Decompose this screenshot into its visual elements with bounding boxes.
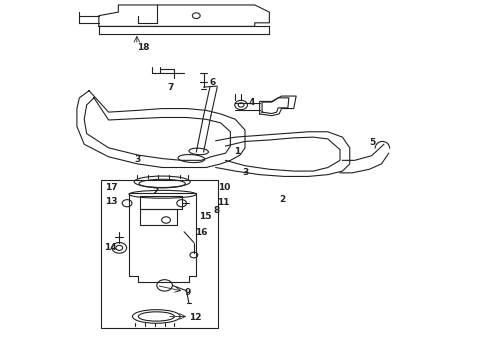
Text: 3: 3	[134, 155, 140, 164]
Text: 10: 10	[218, 183, 231, 192]
Text: 11: 11	[217, 198, 229, 207]
Text: 8: 8	[213, 206, 220, 215]
Circle shape	[238, 103, 244, 107]
Text: 17: 17	[105, 183, 117, 192]
Text: 15: 15	[199, 212, 211, 221]
Text: 4: 4	[249, 98, 255, 107]
Text: 18: 18	[137, 43, 149, 52]
Text: 14: 14	[104, 243, 116, 252]
Text: 2: 2	[279, 195, 285, 204]
Text: 7: 7	[167, 83, 173, 92]
Text: 9: 9	[184, 288, 191, 297]
Text: 13: 13	[105, 197, 117, 206]
Text: 5: 5	[369, 138, 375, 147]
Text: 12: 12	[189, 313, 201, 322]
Text: 16: 16	[196, 228, 208, 237]
Text: 3: 3	[243, 168, 249, 177]
Text: 1: 1	[234, 147, 241, 156]
Text: 2: 2	[152, 187, 159, 196]
Bar	[101, 180, 218, 328]
Text: 6: 6	[210, 78, 216, 87]
